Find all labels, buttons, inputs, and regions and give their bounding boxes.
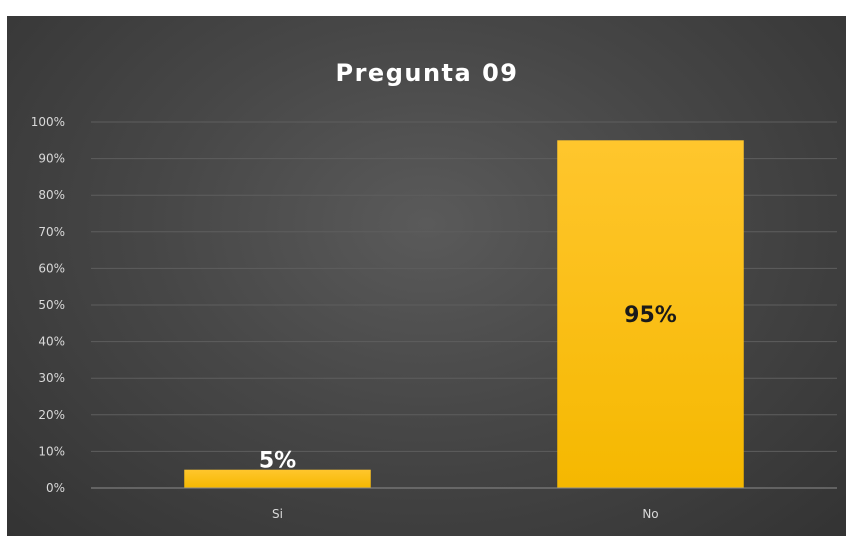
y-tick-label: 50% xyxy=(38,298,65,312)
y-axis-tick-labels: 0% 10% 20% 30% 40% 50% 60% 70% 80% 90% 100% xyxy=(31,115,65,495)
data-labels: 5% 95% xyxy=(259,303,677,474)
bars xyxy=(184,140,744,489)
y-tick-label: 100% xyxy=(31,115,65,129)
y-tick-label: 90% xyxy=(38,152,65,166)
x-category-label: Si xyxy=(272,507,283,521)
y-tick-label: 80% xyxy=(38,188,65,202)
data-label: 95% xyxy=(624,303,677,328)
x-axis-category-labels: Si No xyxy=(272,507,659,521)
y-tick-label: 60% xyxy=(38,261,65,275)
chart-area: Pregunta 09 0% 10% 20% 30% 40% 50% 60% 70% 80% 90… xyxy=(7,16,846,536)
x-category-label: No xyxy=(642,507,658,521)
bar-si xyxy=(184,469,371,488)
y-tick-label: 0% xyxy=(46,481,65,495)
y-tick-label: 10% xyxy=(38,444,65,458)
data-label: 5% xyxy=(259,449,296,474)
gridlines xyxy=(91,121,837,452)
bar-chart: Pregunta 09 0% 10% 20% 30% 40% 50% 60% 70% 80% 90… xyxy=(31,59,837,521)
y-tick-label: 40% xyxy=(38,335,65,349)
y-tick-label: 20% xyxy=(38,408,65,422)
bar-no xyxy=(557,140,744,489)
y-tick-label: 70% xyxy=(38,225,65,239)
chart-title: Pregunta 09 xyxy=(336,59,519,87)
y-tick-label: 30% xyxy=(38,371,65,385)
